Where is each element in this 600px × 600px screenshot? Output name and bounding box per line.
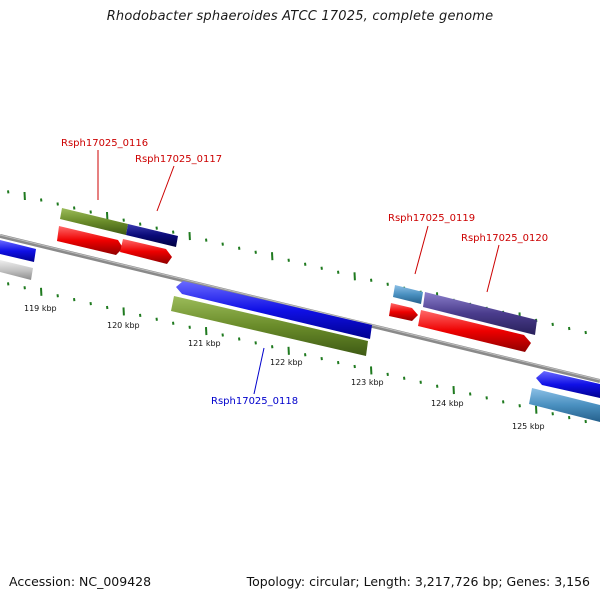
- feature-track: [0, 208, 600, 422]
- olive-feature-0118[interactable]: [171, 296, 368, 356]
- navy-feature-0117[interactable]: [126, 224, 178, 247]
- scale-label-120: 120 kbp: [107, 321, 140, 330]
- gene-label-0118[interactable]: Rsph17025_0118: [211, 396, 298, 407]
- partial-slate-feature-right[interactable]: [529, 388, 600, 422]
- scale-label-123: 123 kbp: [351, 378, 384, 387]
- scale-label-119: 119 kbp: [24, 304, 57, 313]
- forward-gene-0118[interactable]: [176, 281, 372, 339]
- olive-feature-0116[interactable]: [60, 208, 128, 235]
- accession-text: Accession: NC_009428: [9, 574, 152, 589]
- scale-label-125: 125 kbp: [512, 422, 545, 431]
- gene-label-0120[interactable]: Rsph17025_0120: [461, 233, 548, 244]
- purple-feature-0120[interactable]: [423, 292, 537, 335]
- gene-label-0119[interactable]: Rsph17025_0119: [388, 213, 475, 224]
- reverse-gene-0120[interactable]: [418, 310, 531, 352]
- gene-label-0116[interactable]: Rsph17025_0116: [61, 138, 148, 149]
- partial-forward-gene-right[interactable]: [536, 371, 600, 398]
- inner-tick-row: [7, 282, 587, 424]
- genome-summary-text: Topology: circular; Length: 3,217,726 bp…: [246, 574, 590, 589]
- reverse-gene-0119[interactable]: [389, 303, 418, 321]
- scale-label-121: 121 kbp: [188, 339, 221, 348]
- partial-forward-gene[interactable]: [0, 240, 36, 262]
- reverse-gene-0117[interactable]: [120, 239, 172, 264]
- gene-label-0117[interactable]: Rsph17025_0117: [135, 154, 222, 165]
- map-title: Rhodobacter sphaeroides ATCC 17025, comp…: [106, 9, 494, 24]
- slate-feature-0119[interactable]: [393, 285, 423, 304]
- scale-label-124: 124 kbp: [431, 399, 464, 408]
- reverse-gene-0116[interactable]: [57, 226, 123, 255]
- label-leaders: [97, 150, 500, 395]
- scale-label-122: 122 kbp: [270, 358, 303, 367]
- partial-grey-feature[interactable]: [0, 260, 33, 280]
- genome-backbone-highlight: [0, 234, 600, 381]
